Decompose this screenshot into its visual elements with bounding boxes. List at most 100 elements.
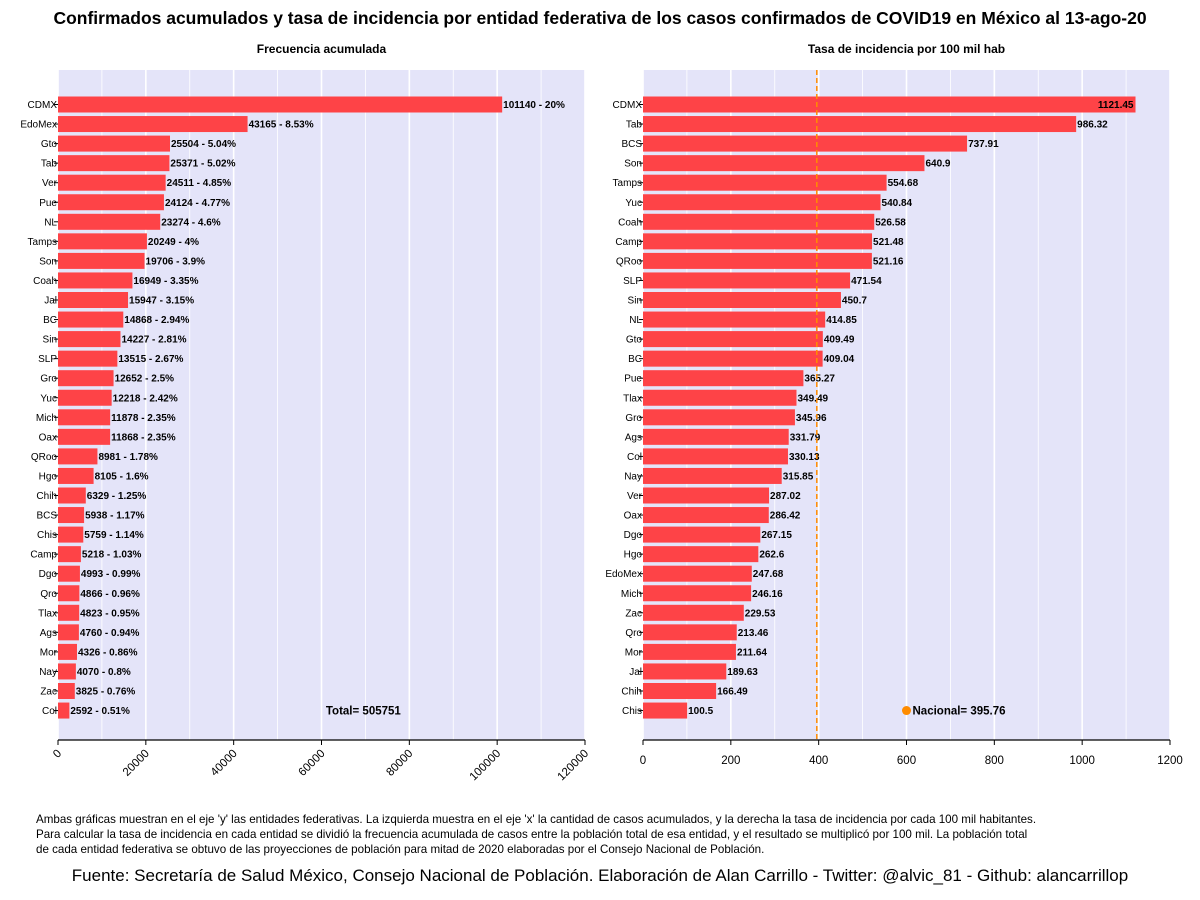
data-label: 23274 - 4.6% — [161, 217, 221, 228]
bar — [643, 663, 727, 680]
category-label: Jal — [629, 667, 642, 678]
category-label: Chis — [37, 530, 57, 541]
bar — [58, 409, 111, 426]
bar — [643, 96, 1136, 113]
category-label: SLP — [623, 276, 642, 287]
bar — [643, 135, 968, 152]
bar — [58, 448, 98, 465]
x-tick-label: 0 — [51, 748, 64, 761]
data-label: 267.15 — [761, 530, 792, 541]
category-label: Son — [39, 256, 57, 267]
category-label: Gto — [41, 139, 58, 150]
category-label: Tab — [41, 159, 58, 170]
x-tick-label: 200 — [721, 755, 740, 767]
x-tick-label: 120000 — [556, 748, 592, 784]
data-label: 409.49 — [824, 335, 855, 346]
bar — [58, 252, 145, 269]
category-label: Tab — [626, 120, 643, 131]
caption: Ambas gráficas muestran en el eje 'y' la… — [36, 812, 1176, 857]
bar — [58, 370, 114, 387]
data-label: 16949 - 3.35% — [133, 276, 198, 287]
data-label: 287.02 — [770, 491, 801, 502]
data-label: 24124 - 4.77% — [165, 198, 230, 209]
data-label: 8981 - 1.78% — [98, 452, 158, 463]
bar — [58, 565, 80, 582]
data-label: 737.91 — [968, 139, 999, 150]
bar — [643, 213, 875, 230]
x-tick-label: 1000 — [1069, 755, 1095, 767]
bar — [58, 389, 112, 406]
bar — [58, 174, 166, 191]
bar — [643, 331, 823, 348]
category-label: Tamps — [613, 178, 642, 189]
data-label: 554.68 — [888, 178, 919, 189]
bar — [643, 507, 769, 524]
bar — [58, 311, 124, 328]
category-label: Ver — [42, 178, 58, 189]
category-label: Chis — [622, 706, 642, 717]
bar — [58, 467, 94, 484]
data-label: 5938 - 1.17% — [85, 511, 145, 522]
category-label: BCS — [621, 139, 642, 150]
data-label: 12652 - 2.5% — [115, 374, 175, 385]
bar — [58, 546, 81, 563]
bar — [58, 702, 70, 719]
category-label: Hgo — [624, 550, 643, 561]
panel-title: Tasa de incidencia por 100 mil hab — [808, 42, 1005, 56]
data-label: 3825 - 0.76% — [76, 687, 136, 698]
annotation: Nacional= 395.76 — [913, 706, 1006, 718]
data-label: 414.85 — [826, 315, 857, 326]
bar — [643, 194, 881, 211]
data-label: 471.54 — [851, 276, 882, 287]
data-label: 11878 - 2.35% — [111, 413, 176, 424]
bar — [643, 643, 736, 660]
data-label: 4823 - 0.95% — [80, 608, 140, 619]
category-label: Ags — [40, 628, 57, 639]
category-label: Gto — [626, 335, 643, 346]
bar — [58, 487, 86, 504]
bar — [58, 155, 170, 172]
category-label: QRoo — [616, 256, 643, 267]
bar — [643, 292, 841, 308]
caption-line-1: Ambas gráficas muestran en el eje 'y' la… — [36, 813, 1037, 826]
data-label: 13515 - 2.67% — [118, 354, 183, 365]
bar — [643, 604, 744, 621]
category-label: Mich — [621, 589, 642, 600]
data-label: 262.6 — [759, 550, 784, 561]
bar — [643, 272, 851, 289]
data-label: 349.49 — [797, 393, 828, 404]
x-tick-label: 40000 — [209, 748, 240, 779]
national-marker — [902, 706, 911, 716]
data-label: 11868 - 2.35% — [111, 432, 176, 443]
data-label: 345.96 — [796, 413, 827, 424]
bar — [643, 526, 761, 543]
x-tick-label: 800 — [985, 755, 1004, 767]
category-label: NL — [629, 315, 642, 326]
bar — [643, 155, 925, 172]
category-label: EdoMex — [20, 120, 57, 131]
category-label: SLP — [38, 354, 57, 365]
data-label: 100.5 — [688, 706, 713, 717]
category-label: Chih — [36, 491, 57, 502]
category-label: Dgo — [624, 530, 643, 541]
bar — [58, 604, 80, 621]
data-label: 986.32 — [1077, 120, 1108, 131]
bar — [58, 643, 77, 660]
category-label: Tamps — [28, 237, 57, 248]
category-label: Coah — [618, 217, 642, 228]
x-tick-label: 20000 — [121, 748, 152, 779]
bar — [58, 213, 161, 230]
data-label: 1121.45 — [1098, 100, 1134, 111]
category-label: Qro — [40, 589, 57, 600]
data-label: 101140 - 20% — [503, 100, 565, 111]
data-label: 330.13 — [789, 452, 820, 463]
data-label: 450.7 — [842, 296, 867, 307]
charts-canvas: Frecuencia acumulada CDMX 101140 - 20% EdoM… — [20, 42, 1182, 784]
bar — [58, 683, 75, 699]
data-label: 2592 - 0.51% — [70, 706, 130, 717]
bar — [58, 350, 118, 367]
data-label: 229.53 — [745, 608, 776, 619]
x-tick-label: 600 — [897, 755, 916, 767]
category-label: Yuc — [40, 393, 57, 404]
